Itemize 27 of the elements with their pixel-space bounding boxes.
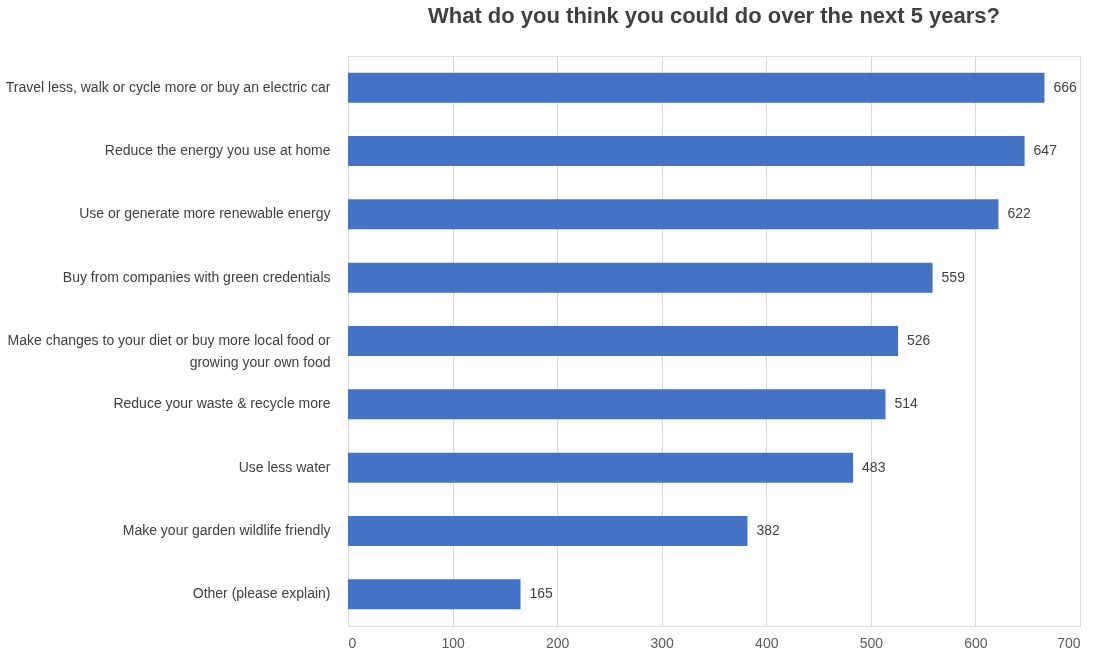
y-tick-label: Reduce your waste & recycle more bbox=[113, 395, 331, 412]
data-label: 666 bbox=[1053, 78, 1078, 95]
y-tick-label: Make your garden wildlife friendly bbox=[122, 522, 331, 538]
data-label: 559 bbox=[941, 268, 966, 285]
y-tick-label: Make changes to your diet or buy more local food or growing your own food bbox=[7, 332, 331, 370]
data-label: 165 bbox=[529, 585, 554, 602]
chart-title: What do you think you could do over the next 5 years? bbox=[427, 3, 1001, 28]
data-label: 514 bbox=[894, 395, 919, 412]
y-tick-label: Reduce the energy you use at home bbox=[104, 142, 331, 158]
data-label: 622 bbox=[1007, 205, 1032, 222]
x-tick-label: 400 bbox=[755, 634, 779, 651]
x-tick-label: 700 bbox=[1057, 634, 1081, 651]
data-label: 483 bbox=[862, 458, 886, 475]
y-tick-label: Use or generate more renewable energy bbox=[79, 205, 331, 222]
data-label: 526 bbox=[907, 332, 931, 348]
x-tick-label: 0 bbox=[348, 634, 357, 651]
x-tick-label: 300 bbox=[650, 634, 675, 651]
y-tick-label: Use less water bbox=[238, 458, 331, 475]
x-tick-label: 200 bbox=[545, 634, 570, 651]
y-tick-label: Other (please explain) bbox=[192, 585, 331, 602]
x-tick-label: 500 bbox=[859, 634, 884, 651]
y-tick-label: Buy from companies with green credentials bbox=[62, 268, 331, 285]
y-tick-label: Travel less, walk or cycle more or buy an electric car bbox=[5, 78, 331, 95]
x-tick-label: 100 bbox=[441, 634, 465, 651]
data-label: 647 bbox=[1033, 142, 1058, 158]
x-tick-label: 600 bbox=[964, 634, 988, 651]
data-label: 382 bbox=[756, 522, 781, 538]
